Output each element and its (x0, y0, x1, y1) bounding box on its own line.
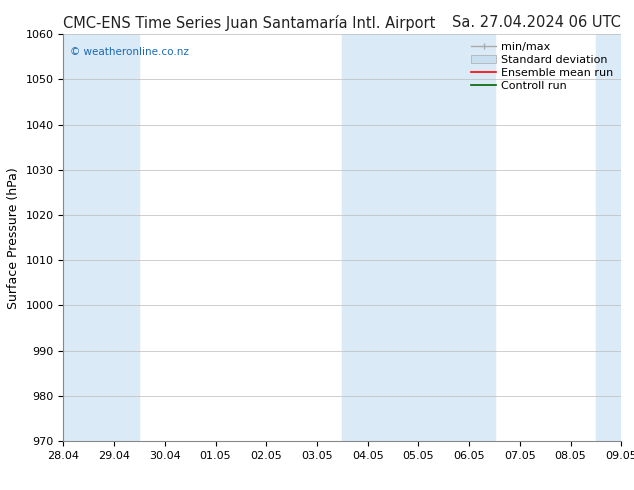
Bar (63, 34, 139, 441)
Title: CMC-ENS Time Series Juan Santamaría Intl. Airport     Sa. 27.04.2024 06 UTC: CMC-ENS Time Series Juan Santamaría Intl… (0, 489, 1, 490)
Y-axis label: Surface Pressure (hPa): Surface Pressure (hPa) (7, 167, 20, 309)
Bar (342, 34, 444, 441)
Bar (444, 34, 495, 441)
Bar (596, 34, 621, 441)
Text: CMC-ENS Time Series Juan Santamaría Intl. Airport: CMC-ENS Time Series Juan Santamaría Intl… (63, 15, 436, 31)
Legend: min/max, Standard deviation, Ensemble mean run, Controll run: min/max, Standard deviation, Ensemble me… (469, 40, 616, 93)
Text: Sa. 27.04.2024 06 UTC: Sa. 27.04.2024 06 UTC (453, 15, 621, 30)
Text: © weatheronline.co.nz: © weatheronline.co.nz (70, 47, 189, 56)
